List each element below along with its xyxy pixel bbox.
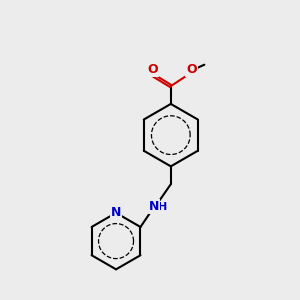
Text: H: H [158,202,167,212]
Text: O: O [186,63,197,76]
Text: N: N [149,200,159,213]
Text: O: O [147,63,158,76]
Text: N: N [111,206,121,219]
